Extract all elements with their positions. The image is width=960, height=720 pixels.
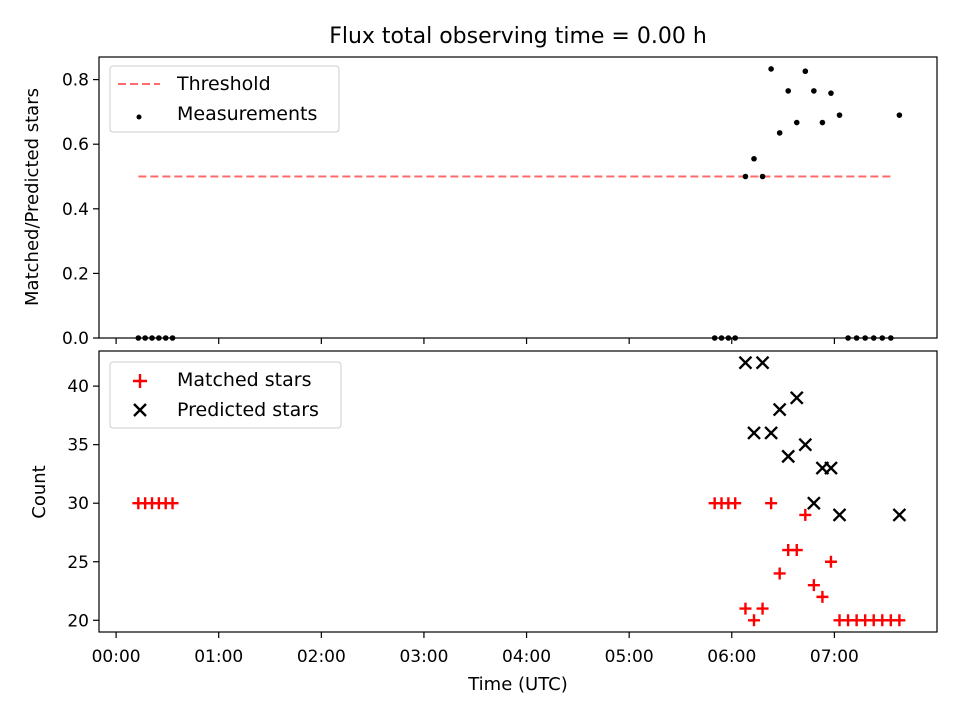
matched-star-point: [790, 544, 803, 557]
matched-star-point: [166, 497, 179, 510]
x-tick-label: 06:00: [707, 647, 756, 667]
measurement-point: [759, 173, 766, 180]
predicted-star-point: [824, 461, 838, 475]
predicted-star-point: [772, 402, 787, 417]
matched-star-point: [816, 590, 829, 603]
matched-star-point: [824, 555, 837, 568]
bottom-marks: [132, 355, 907, 627]
top-y-ticks: 0.0 0.2 0.4 0.6 0.8: [62, 71, 99, 349]
y-tick-label: 0.8: [62, 71, 89, 91]
top-legend: Threshold Measurements: [109, 65, 340, 133]
x-tick-label: 03:00: [399, 647, 448, 667]
bottom-legend: Matched stars Predicted stars: [109, 361, 342, 429]
bottom-x-ticks: 00:00 01:00 02:00 03:00 04:00 05:00 06:00 07:00: [92, 632, 859, 667]
measurement-point: [742, 173, 749, 180]
legend-measurements-label: Measurements: [177, 103, 317, 125]
measurement-point: [751, 155, 757, 162]
x-tick-label: 01:00: [194, 647, 243, 667]
y-tick-label: 0.2: [62, 264, 89, 284]
y-tick-label: 0.4: [62, 200, 89, 220]
measurement-point: [836, 112, 843, 118]
predicted-star-point: [747, 426, 761, 440]
measurement-point: [156, 335, 162, 341]
matched-star-point: [748, 614, 761, 627]
measurement-point: [135, 335, 142, 341]
measurement-point: [819, 119, 826, 126]
predicted-star-point: [755, 355, 770, 370]
y-tick-label: 0.0: [62, 329, 89, 349]
top-y-axis-label: Matched/Predicted stars: [22, 88, 43, 306]
measurement-point: [711, 335, 718, 341]
predicted-star-point: [781, 449, 796, 464]
bottom-legend-box: [109, 361, 342, 429]
x-tick-label: 04:00: [502, 647, 551, 667]
legend-measurements-swatch: [136, 114, 142, 120]
measurement-point: [142, 335, 148, 341]
measurement-point: [718, 335, 725, 341]
y-tick-label: 40: [67, 377, 89, 397]
legend-threshold-label: Threshold: [176, 73, 271, 95]
measurement-point: [162, 335, 169, 341]
predicted-star-point: [789, 390, 804, 405]
measurement-point: [725, 335, 732, 341]
y-tick-label: 20: [67, 611, 89, 631]
matched-star-point: [807, 579, 820, 592]
x-axis-label: Time (UTC): [467, 674, 568, 695]
matched-star-point: [893, 614, 906, 627]
measurement-point: [785, 88, 792, 94]
y-tick-label: 30: [67, 494, 89, 514]
matched-star-point: [739, 602, 752, 615]
bottom-y-ticks: 20 25 30 35 40: [67, 377, 99, 631]
matched-star-point: [756, 602, 769, 615]
y-tick-label: 0.6: [62, 135, 89, 155]
legend-predicted-label: Predicted stars: [177, 399, 319, 421]
x-tick-label: 07:00: [810, 647, 859, 667]
measurement-point: [811, 88, 817, 94]
measurement-point: [768, 66, 774, 72]
measurement-point: [828, 90, 834, 96]
matched-star-point: [729, 497, 742, 510]
legend-predicted-swatch: [133, 403, 147, 417]
matched-star-point: [765, 497, 778, 510]
measurement-point: [896, 112, 903, 118]
predicted-star-point: [807, 496, 821, 511]
x-tick-label: 02:00: [297, 647, 346, 667]
measurement-point: [169, 335, 176, 341]
predicted-star-point: [738, 355, 753, 370]
y-tick-label: 35: [67, 436, 89, 456]
measurement-point: [845, 335, 851, 341]
measurement-point: [776, 130, 783, 136]
bottom-y-axis-label: Count: [29, 465, 50, 518]
x-tick-label: 00:00: [92, 647, 141, 667]
legend-matched-label: Matched stars: [177, 369, 311, 391]
top-marks: [135, 66, 903, 341]
top-x-ticks: [115, 338, 835, 344]
measurement-point: [862, 335, 868, 341]
predicted-star-point: [798, 437, 813, 452]
figure-title: Flux total observing time = 0.00 h: [329, 24, 707, 49]
measurement-point: [732, 335, 738, 341]
measurement-point: [149, 335, 155, 341]
predicted-star-point: [892, 508, 907, 522]
predicted-star-point: [832, 508, 847, 522]
measurement-point: [793, 119, 800, 126]
measurement-point: [879, 335, 886, 341]
measurement-point: [853, 335, 860, 341]
y-tick-label: 25: [67, 553, 89, 573]
predicted-star-point: [764, 426, 778, 440]
top-panel: 0.00.20.40.60.8 Matched/Predicted stars …: [22, 56, 938, 349]
matched-star-point: [773, 567, 786, 580]
top-legend-box: [109, 65, 340, 133]
x-tick-label: 05:00: [605, 647, 654, 667]
measurement-point: [870, 335, 877, 341]
matched-star-point: [799, 508, 812, 521]
legend-matched-swatch: [133, 374, 147, 388]
measurement-point: [888, 335, 894, 341]
measurement-point: [802, 68, 809, 75]
bottom-panel: 20 25 30 35 40 00:00 01:00 02:00 03:00 04:00 05:0…: [29, 350, 938, 695]
